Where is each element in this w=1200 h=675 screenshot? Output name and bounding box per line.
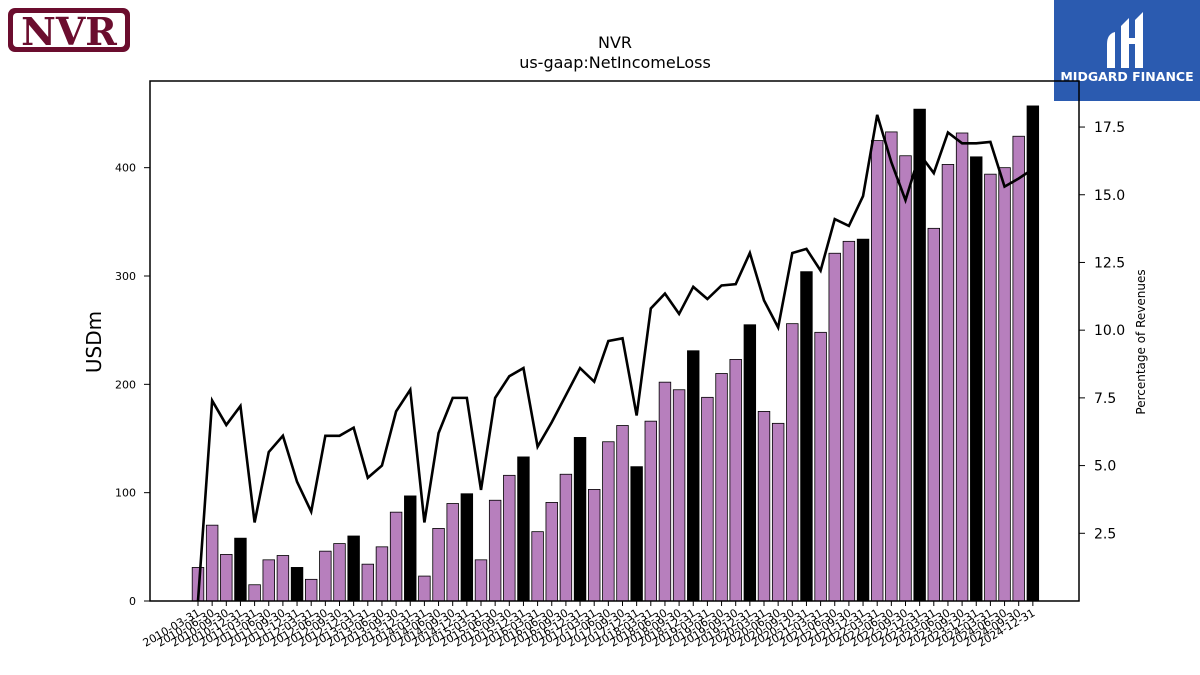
annual-bar — [517, 456, 530, 602]
quarter-bar — [828, 252, 841, 602]
annual-bar — [290, 567, 304, 602]
y-axis-ticks: 0 100 200 300 400 — [115, 162, 150, 608]
annual-bar — [913, 108, 926, 602]
quarter-bar — [955, 132, 969, 602]
y2-tick-label: 7.5 — [1094, 391, 1116, 407]
annual-bar — [460, 493, 474, 602]
annual-bar — [630, 466, 643, 602]
annual-bar — [347, 535, 360, 602]
quarter-bar — [418, 575, 431, 602]
quarter-bar — [757, 411, 771, 602]
quarter-bar — [531, 531, 544, 602]
quarter-bar — [927, 227, 941, 602]
quarter-bar — [588, 489, 601, 602]
annual-bar — [404, 495, 417, 602]
annual-bar — [856, 238, 870, 602]
y2-axis-ticks: 2.5 5.0 7.5 10.0 12.5 15.0 17.5 — [1079, 120, 1125, 542]
quarter-bar — [984, 173, 997, 602]
quarter-bar — [998, 167, 1011, 602]
annual-bar — [687, 350, 700, 602]
quarter-bar — [672, 389, 686, 602]
quarter-bar — [602, 441, 615, 602]
quarter-bar — [885, 131, 898, 602]
quarter-bar — [276, 555, 290, 602]
quarter-bar — [220, 554, 233, 602]
plot-frame — [149, 80, 1080, 602]
quarter-bar — [304, 578, 318, 602]
quarter-bar — [248, 584, 261, 602]
quarter-bar — [899, 155, 912, 602]
quarter-bar — [701, 396, 714, 602]
quarter-bar — [644, 420, 658, 602]
quarter-bar — [559, 473, 573, 602]
y-tick-label: 200 — [115, 378, 136, 391]
y2-tick-label: 12.5 — [1094, 255, 1125, 271]
quarter-bar — [319, 550, 332, 602]
quarter-bar — [786, 323, 799, 602]
quarter-bar — [545, 502, 558, 602]
x-axis-ticks: 2010-03-312010-06-302010-09-302010-12-31… — [141, 601, 1037, 650]
y-tick-label: 0 — [129, 595, 136, 608]
quarter-bar — [1012, 135, 1025, 602]
brand-logo-icon — [1107, 12, 1143, 68]
quarter-bar — [941, 164, 955, 602]
chart-subtitle: us-gaap:NetIncomeLoss — [519, 53, 711, 72]
y2-tick-label: 5.0 — [1094, 459, 1116, 475]
brand-logo-text: MIDGARD FINANCE — [1060, 69, 1193, 84]
quarter-bar — [361, 563, 375, 602]
y-axis-label: USDm — [82, 311, 106, 373]
quarter-bar — [262, 559, 275, 602]
y2-axis-label: Percentage of Revenues — [1134, 269, 1148, 414]
annual-bar — [800, 271, 813, 602]
quarter-bar — [474, 559, 488, 602]
quarter-bar — [432, 528, 445, 602]
y-tick-label: 300 — [115, 270, 136, 283]
y2-tick-label: 15.0 — [1094, 188, 1125, 204]
revenue-percentage-line — [196, 114, 1034, 602]
annual-bar — [1026, 105, 1040, 602]
quarter-bar — [389, 511, 403, 602]
quarter-bar — [814, 331, 827, 602]
quarter-bar — [871, 140, 884, 602]
chart-title: NVR — [598, 33, 632, 52]
quarter-bar — [375, 546, 389, 602]
annual-bar — [743, 324, 757, 602]
annual-bar — [573, 437, 587, 602]
quarter-bar — [205, 524, 219, 602]
company-logo: NVR — [8, 8, 130, 54]
bar-series — [191, 105, 1040, 602]
annual-bar — [970, 156, 983, 602]
y-tick-label: 400 — [115, 162, 136, 175]
annual-bar — [234, 537, 247, 602]
quarter-bar — [333, 543, 346, 602]
y2-tick-label: 2.5 — [1094, 526, 1116, 542]
quarter-bar — [446, 503, 459, 602]
quarter-bar — [715, 373, 728, 602]
y-tick-label: 100 — [115, 487, 136, 500]
quarter-bar — [658, 381, 672, 602]
quarter-bar — [616, 425, 629, 602]
brand-logo: MIDGARD FINANCE — [1054, 0, 1200, 101]
quarter-bar — [842, 240, 856, 602]
y2-tick-label: 17.5 — [1094, 120, 1125, 136]
company-logo-text: NVR — [21, 9, 117, 54]
quarter-bar — [503, 474, 516, 602]
y2-tick-label: 10.0 — [1094, 323, 1125, 339]
quarter-bar — [729, 359, 742, 602]
quarter-bar — [488, 499, 502, 602]
quarter-bar — [771, 422, 785, 602]
